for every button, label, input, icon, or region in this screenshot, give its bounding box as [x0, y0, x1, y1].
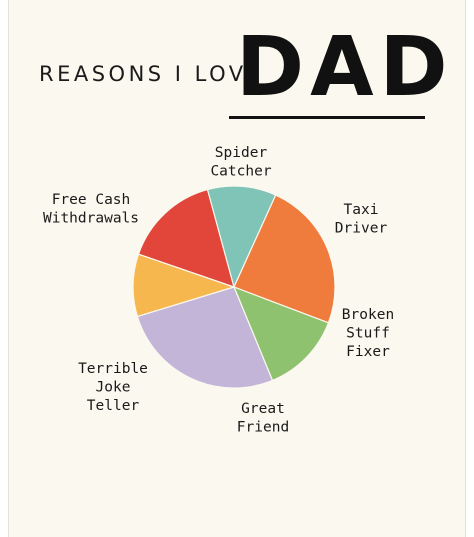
pie-labels: Spider Catcher Taxi Driver Broken Stuff Fixer G… [43, 145, 394, 436]
slice-label-taxi-driver: Taxi Driver [335, 202, 388, 237]
pie-slice-broken-stuff-fixer [206, 185, 277, 289]
slice-label-free-cash-withdrawals: Free Cash Withdrawals [43, 192, 139, 227]
title-underline [229, 116, 425, 119]
page-title: DAD [236, 20, 454, 115]
slice-label-broken-stuff-fixer: Broken Stuff Fixer [342, 307, 394, 360]
slice-label-terrible-joke-teller: Terrible Joke Teller [78, 361, 148, 414]
slice-label-great-friend: Great Friend [237, 401, 289, 436]
pie-slice-free-cash-withdrawals [136, 286, 274, 389]
pie-slices [132, 185, 336, 389]
pie-slice-taxi-driver [137, 188, 235, 288]
slice-label-spider-catcher: Spider Catcher [210, 145, 271, 180]
pie-slice-great-friend [233, 194, 336, 324]
pie-slice-terrible-joke-teller [232, 285, 330, 382]
subtitle: REASONS I LOVE [39, 62, 264, 86]
